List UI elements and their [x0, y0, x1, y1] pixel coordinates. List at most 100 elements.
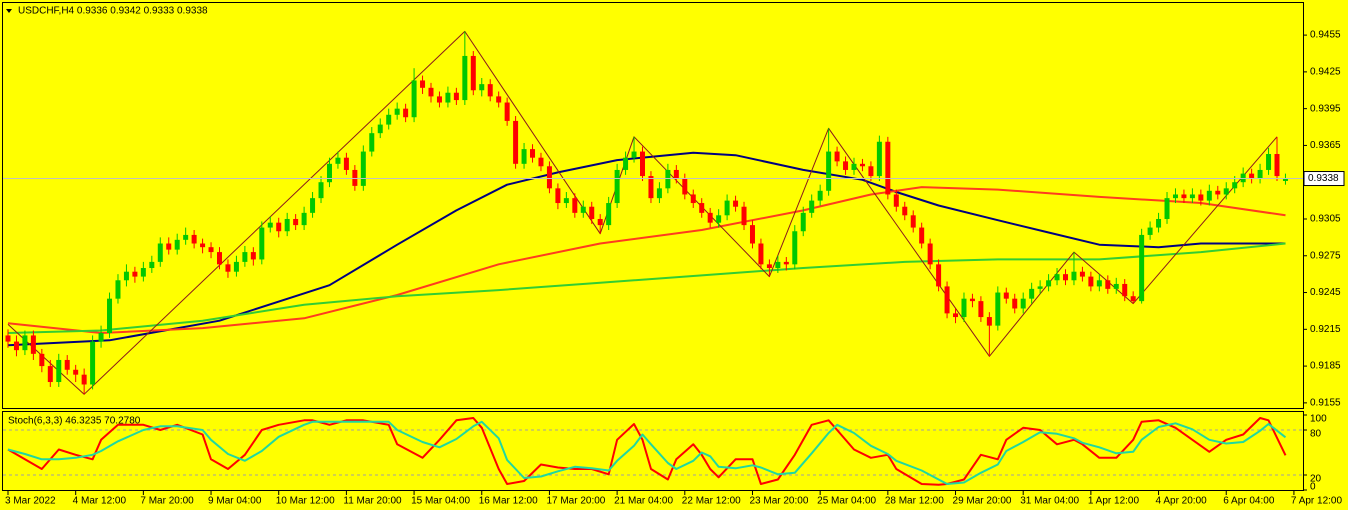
- candle-body: [953, 313, 959, 318]
- candle-body: [927, 243, 933, 265]
- candle-body: [1079, 271, 1085, 277]
- candle-body: [360, 151, 366, 186]
- y-tick-label: 0.9395: [1310, 103, 1341, 114]
- candle-body: [208, 247, 214, 253]
- candle-body: [276, 222, 282, 232]
- candle-body: [1282, 178, 1288, 181]
- menu-triangle[interactable]: [6, 9, 12, 13]
- candle-body: [56, 359, 62, 383]
- y-tick-label: 80: [1310, 429, 1322, 440]
- y-tick-label: 0.9425: [1310, 67, 1341, 78]
- candle-body: [758, 243, 764, 265]
- candle-body: [225, 264, 231, 272]
- candle-body: [614, 169, 620, 204]
- candle-body: [749, 225, 755, 244]
- candle-body: [1223, 188, 1229, 195]
- candle-body: [1088, 276, 1094, 287]
- y-tick-label: 0.9215: [1310, 324, 1341, 335]
- x-tick-label: 9 Mar 04:00: [208, 496, 262, 507]
- y-tick-label: 0.9185: [1310, 361, 1341, 372]
- candle-body: [107, 298, 113, 333]
- candle-body: [47, 366, 53, 383]
- candle-body: [1029, 288, 1035, 299]
- candle-body: [834, 151, 840, 162]
- candle-body: [149, 261, 155, 269]
- candle-body: [589, 206, 595, 219]
- x-tick-label: 7 Mar 20:00: [140, 496, 194, 507]
- candle-body: [123, 271, 129, 281]
- candle-body: [64, 359, 70, 370]
- candle-body: [1232, 182, 1238, 189]
- candle-body: [1206, 190, 1212, 201]
- x-tick-label: 1 Apr 12:00: [1088, 496, 1140, 507]
- y-tick-label: 100: [1310, 414, 1327, 425]
- candle-body: [885, 141, 891, 195]
- x-tick-label: 25 Mar 04:00: [817, 496, 876, 507]
- candle-body: [1147, 227, 1153, 235]
- candle-body: [826, 151, 832, 191]
- x-tick-label: 21 Mar 04:00: [614, 496, 673, 507]
- candle-body: [30, 335, 36, 354]
- candle-body: [504, 102, 510, 121]
- candle-body: [843, 161, 849, 170]
- candle-body: [1113, 283, 1119, 289]
- candle-body: [817, 190, 823, 201]
- candle-body: [716, 215, 722, 223]
- candle-body: [377, 124, 383, 134]
- candle-body: [648, 176, 654, 199]
- candle-body: [961, 298, 967, 318]
- candle-body: [73, 369, 79, 375]
- candle-body: [233, 261, 239, 272]
- candle-body: [656, 188, 662, 199]
- candle-body: [733, 200, 739, 207]
- candle-body: [800, 212, 806, 232]
- candle-body: [995, 292, 1001, 326]
- candle-body: [707, 212, 713, 223]
- x-tick-label: 7 Apr 12:00: [1291, 496, 1343, 507]
- x-tick-label: 4 Apr 20:00: [1156, 496, 1208, 507]
- candle-body: [783, 261, 789, 265]
- candle-body: [369, 133, 375, 152]
- candle-body: [978, 301, 984, 318]
- moving-average: [7, 151, 1286, 347]
- candle-body: [682, 178, 688, 195]
- candle-body: [809, 200, 815, 213]
- candle-body: [1181, 194, 1187, 199]
- last-price-box: [1303, 171, 1345, 187]
- candle-body: [1071, 271, 1077, 281]
- candle-body: [699, 203, 705, 213]
- x-tick-label: 4 Mar 12:00: [73, 496, 127, 507]
- x-tick-label: 29 Mar 20:00: [953, 496, 1012, 507]
- candle-body: [39, 353, 45, 367]
- candle-body: [986, 317, 992, 326]
- candle-body: [453, 92, 459, 101]
- candle-body: [90, 341, 96, 385]
- candle-body: [13, 341, 19, 351]
- candle-body: [5, 335, 11, 342]
- x-tick-label: 11 Mar 20:00: [343, 496, 402, 507]
- x-tick-label: 10 Mar 12:00: [276, 496, 335, 507]
- candle-body: [513, 120, 519, 164]
- candle-body: [496, 96, 502, 103]
- candle-body: [969, 298, 975, 302]
- y-tick-label: 20: [1310, 474, 1322, 485]
- candle-body: [132, 271, 138, 277]
- candle-body: [22, 335, 28, 351]
- candle-body: [1240, 173, 1246, 183]
- x-tick-label: 16 Mar 12:00: [479, 496, 538, 507]
- stoch-line: [7, 417, 1287, 486]
- candle-body: [259, 227, 265, 260]
- candle-body: [910, 215, 916, 228]
- candle-body: [479, 84, 485, 91]
- candle-body: [1130, 296, 1136, 302]
- candle-body: [521, 149, 527, 164]
- candle-body: [1139, 234, 1145, 302]
- candle-body: [1215, 190, 1221, 195]
- candle-body: [572, 198, 578, 213]
- candle-body: [445, 92, 451, 103]
- candle-body: [200, 243, 206, 248]
- candle-body: [462, 55, 468, 101]
- x-tick-label: 31 Mar 04:00: [1020, 496, 1079, 507]
